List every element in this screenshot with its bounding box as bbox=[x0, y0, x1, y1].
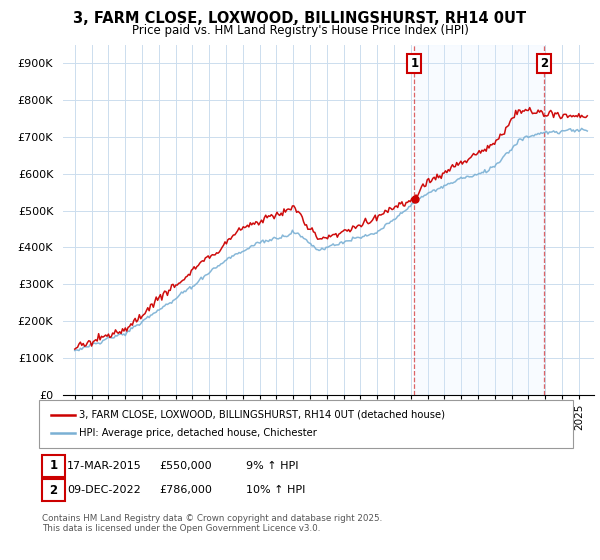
Text: 10% ↑ HPI: 10% ↑ HPI bbox=[246, 485, 305, 495]
Text: 1: 1 bbox=[49, 459, 58, 473]
Text: Contains HM Land Registry data © Crown copyright and database right 2025.
This d: Contains HM Land Registry data © Crown c… bbox=[42, 514, 382, 534]
Text: £786,000: £786,000 bbox=[159, 485, 212, 495]
Text: 3, FARM CLOSE, LOXWOOD, BILLINGSHURST, RH14 0UT (detached house): 3, FARM CLOSE, LOXWOOD, BILLINGSHURST, R… bbox=[79, 410, 445, 420]
Text: 2: 2 bbox=[49, 483, 58, 497]
Text: 2: 2 bbox=[540, 57, 548, 70]
Text: 09-DEC-2022: 09-DEC-2022 bbox=[67, 485, 141, 495]
Text: 17-MAR-2015: 17-MAR-2015 bbox=[67, 461, 142, 471]
Text: 9% ↑ HPI: 9% ↑ HPI bbox=[246, 461, 299, 471]
Text: 3, FARM CLOSE, LOXWOOD, BILLINGSHURST, RH14 0UT: 3, FARM CLOSE, LOXWOOD, BILLINGSHURST, R… bbox=[73, 11, 527, 26]
Text: Price paid vs. HM Land Registry's House Price Index (HPI): Price paid vs. HM Land Registry's House … bbox=[131, 24, 469, 36]
Bar bbox=[415, 45, 544, 395]
Text: 1: 1 bbox=[410, 57, 418, 70]
Text: £550,000: £550,000 bbox=[159, 461, 212, 471]
Text: HPI: Average price, detached house, Chichester: HPI: Average price, detached house, Chic… bbox=[79, 428, 317, 438]
